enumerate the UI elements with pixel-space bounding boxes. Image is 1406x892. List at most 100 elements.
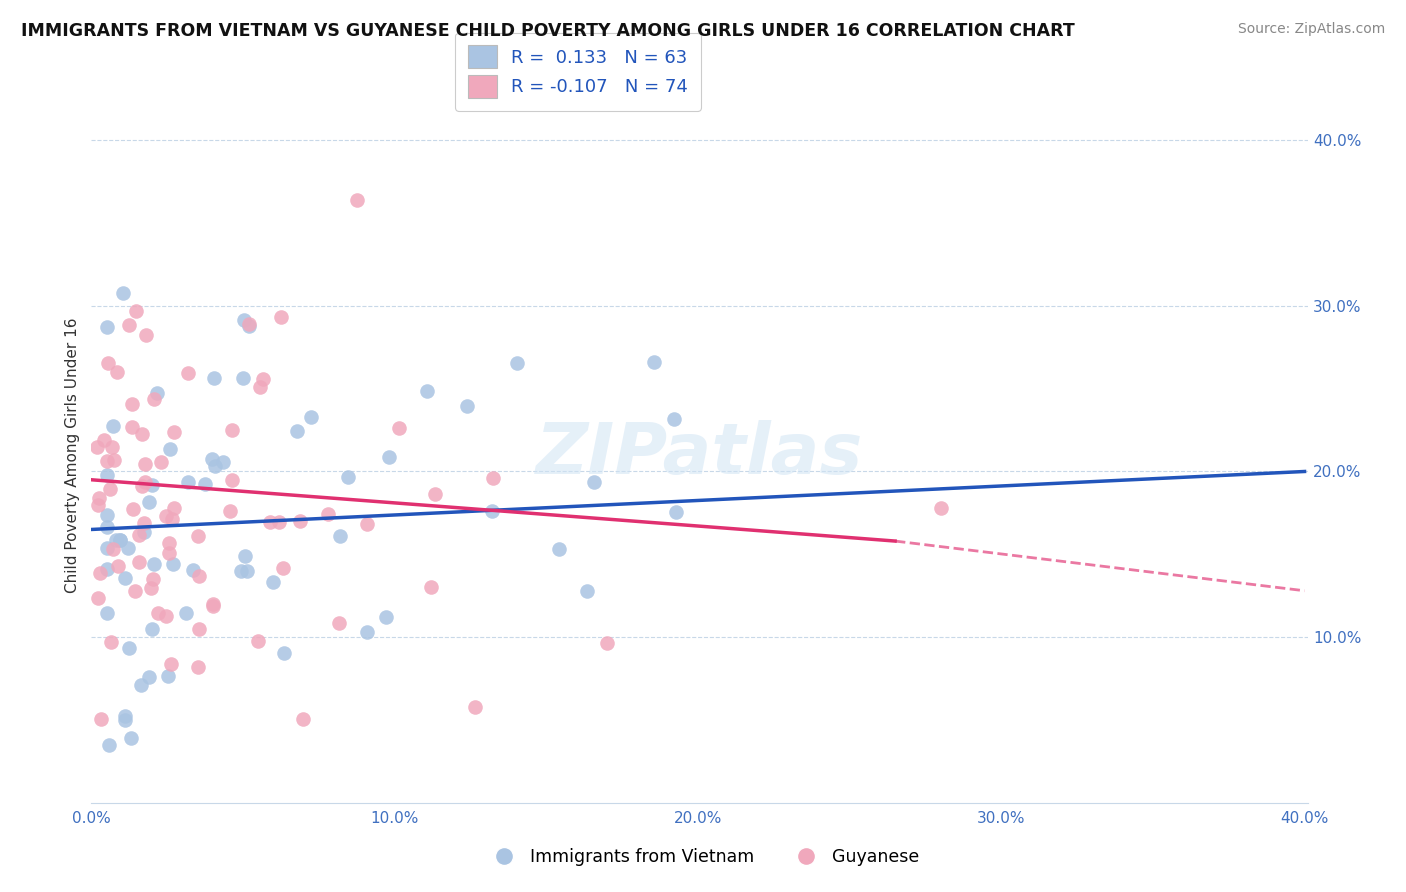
Point (316, 507, 339, 521)
Point (177, 367, 200, 381)
Point (96, 508, 118, 523)
Point (114, 714, 136, 728)
Point (162, 557, 184, 571)
Point (187, 529, 209, 543)
Point (121, 502, 143, 516)
Point (188, 622, 211, 636)
Point (299, 409, 322, 424)
Point (273, 646, 295, 660)
Point (96, 467, 118, 482)
Point (86, 440, 108, 454)
Point (482, 470, 505, 484)
Point (96, 320, 118, 334)
Point (201, 599, 224, 613)
Point (201, 451, 224, 466)
Point (356, 516, 378, 531)
Point (416, 384, 439, 399)
Legend: R =  0.133   N = 63, R = -0.107   N = 74: R = 0.133 N = 63, R = -0.107 N = 74 (456, 33, 700, 111)
Point (105, 365, 128, 379)
Point (232, 371, 254, 385)
Point (174, 607, 197, 621)
Point (96, 606, 118, 620)
Point (162, 500, 184, 515)
Text: IMMIGRANTS FROM VIETNAM VS GUYANESE CHILD POVERTY AMONG GIRLS UNDER 16 CORRELATI: IMMIGRANTS FROM VIETNAM VS GUYANESE CHIL… (21, 22, 1074, 40)
Point (346, 194, 368, 208)
Point (146, 606, 169, 620)
Point (929, 501, 952, 516)
Point (90, 712, 112, 726)
Point (262, 575, 284, 590)
Point (111, 286, 134, 301)
Point (204, 458, 226, 473)
Point (221, 473, 243, 487)
Point (93, 434, 115, 448)
Point (219, 504, 242, 518)
Point (202, 371, 225, 385)
Point (643, 355, 665, 369)
Point (662, 412, 685, 426)
Point (135, 327, 157, 342)
Point (146, 386, 169, 401)
Point (141, 477, 163, 491)
Point (114, 709, 136, 723)
Point (120, 731, 142, 745)
Point (138, 494, 160, 508)
Point (142, 557, 165, 571)
Point (128, 528, 150, 542)
Point (96, 520, 118, 534)
Point (132, 516, 155, 530)
Point (141, 622, 163, 636)
Point (576, 583, 599, 598)
Point (98, 482, 121, 496)
Point (142, 573, 165, 587)
Point (150, 455, 173, 469)
Point (259, 516, 281, 530)
Point (238, 317, 260, 331)
Point (595, 636, 617, 650)
Point (107, 559, 129, 574)
Point (96, 561, 118, 575)
Point (160, 512, 183, 526)
Y-axis label: Child Poverty Among Girls Under 16: Child Poverty Among Girls Under 16 (65, 318, 80, 592)
Point (87, 591, 110, 605)
Point (157, 535, 180, 549)
Point (374, 609, 396, 624)
Text: Source: ZipAtlas.com: Source: ZipAtlas.com (1237, 22, 1385, 37)
Point (103, 453, 125, 467)
Point (232, 313, 254, 327)
Point (233, 549, 256, 563)
Point (548, 541, 571, 556)
Point (181, 563, 204, 577)
Point (121, 397, 143, 411)
Point (252, 372, 274, 386)
Point (134, 524, 156, 539)
Point (108, 533, 131, 548)
Point (101, 542, 124, 557)
Point (328, 615, 350, 630)
Point (481, 504, 503, 518)
Point (329, 529, 352, 543)
Point (201, 597, 224, 611)
Point (464, 699, 486, 714)
Point (665, 505, 688, 519)
Point (128, 555, 150, 569)
Point (134, 475, 156, 490)
Point (582, 475, 605, 489)
Point (356, 625, 378, 640)
Point (456, 399, 478, 413)
Point (420, 580, 443, 594)
Point (292, 712, 315, 726)
Point (160, 657, 183, 671)
Point (142, 392, 165, 407)
Point (229, 565, 252, 579)
Point (249, 380, 271, 394)
Point (247, 634, 270, 648)
Text: ZIPatlas: ZIPatlas (536, 420, 863, 490)
Point (423, 487, 446, 501)
Point (163, 425, 186, 440)
Point (97, 739, 120, 753)
Point (336, 469, 359, 483)
Point (236, 564, 259, 578)
Point (89, 491, 111, 505)
Point (157, 546, 180, 560)
